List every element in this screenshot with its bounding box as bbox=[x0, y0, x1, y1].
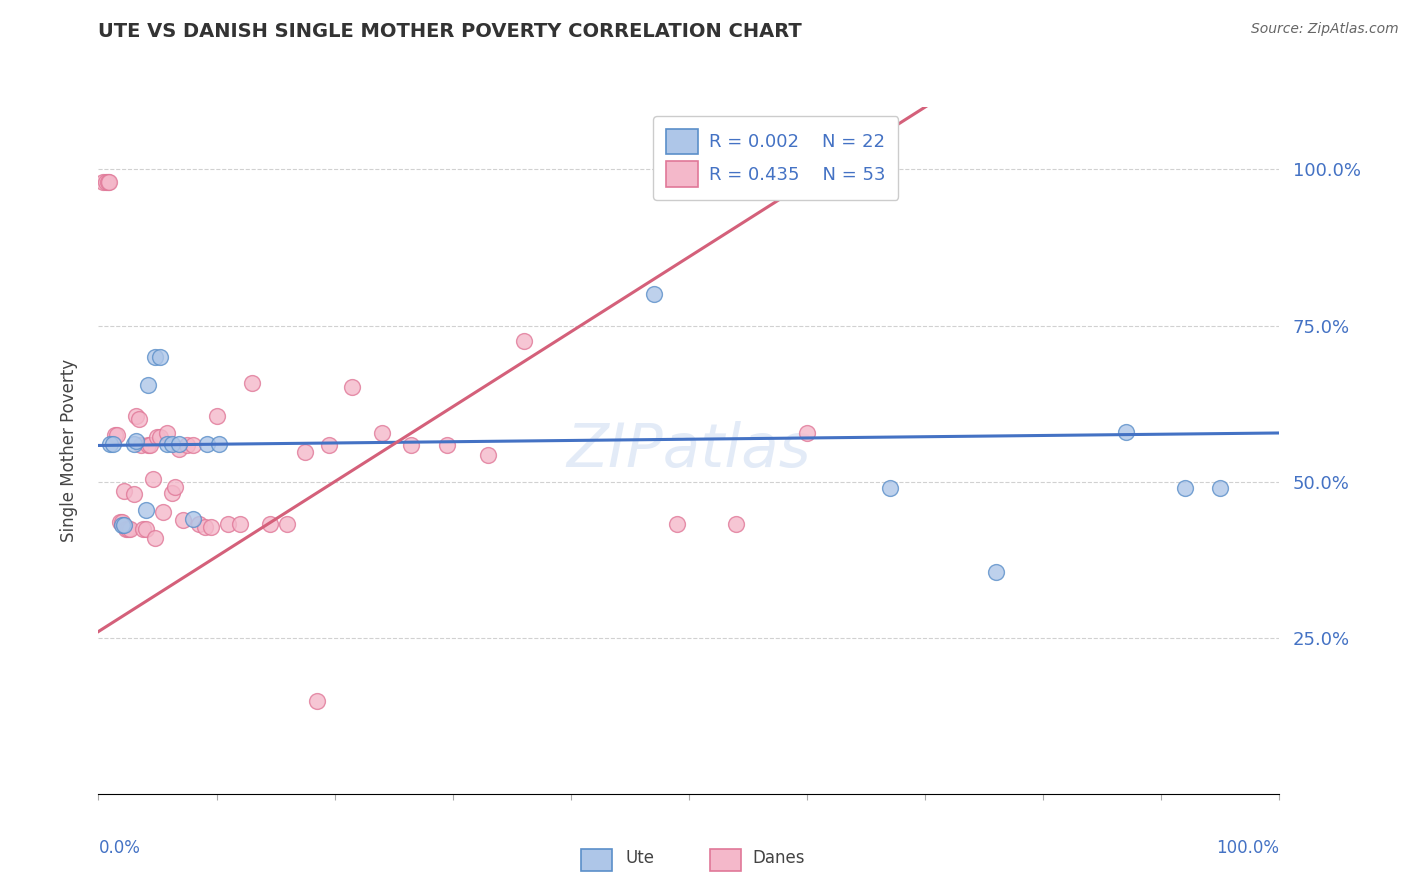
Point bbox=[160, 437, 183, 451]
Text: 100.0%: 100.0% bbox=[1216, 838, 1279, 856]
Point bbox=[305, 694, 328, 708]
Point bbox=[1115, 425, 1137, 439]
Legend: R = 0.002    N = 22, R = 0.435    N = 53: R = 0.002 N = 22, R = 0.435 N = 53 bbox=[654, 116, 898, 200]
Point bbox=[984, 566, 1007, 580]
Point bbox=[111, 516, 134, 530]
Point bbox=[796, 425, 818, 440]
Point bbox=[114, 521, 136, 535]
Point bbox=[181, 512, 204, 526]
Point bbox=[125, 434, 148, 449]
Point bbox=[156, 425, 179, 440]
Point bbox=[143, 350, 166, 364]
Text: UTE VS DANISH SINGLE MOTHER POVERTY CORRELATION CHART: UTE VS DANISH SINGLE MOTHER POVERTY CORR… bbox=[98, 22, 803, 41]
Point bbox=[139, 438, 162, 452]
Point bbox=[259, 517, 281, 532]
Point bbox=[294, 444, 316, 458]
Point bbox=[120, 521, 142, 535]
Point bbox=[217, 517, 239, 532]
Text: 0.0%: 0.0% bbox=[98, 838, 141, 856]
Point bbox=[342, 380, 364, 394]
Point bbox=[167, 437, 190, 451]
Point bbox=[195, 437, 218, 451]
Point bbox=[181, 438, 204, 452]
Point bbox=[167, 442, 190, 457]
Point bbox=[97, 175, 120, 189]
Point bbox=[879, 481, 901, 495]
Point bbox=[156, 437, 179, 451]
Point bbox=[146, 430, 169, 444]
Point bbox=[666, 517, 689, 532]
Point bbox=[276, 517, 298, 532]
Point bbox=[98, 437, 121, 451]
Point bbox=[136, 378, 159, 392]
Point bbox=[91, 175, 114, 189]
Point bbox=[149, 430, 172, 444]
Point bbox=[128, 412, 150, 426]
Point bbox=[172, 513, 194, 527]
Point bbox=[512, 334, 534, 349]
Point bbox=[371, 425, 394, 440]
Point bbox=[1174, 481, 1197, 495]
Point bbox=[98, 175, 121, 189]
Point bbox=[194, 519, 217, 533]
Point bbox=[200, 519, 222, 533]
Point bbox=[122, 437, 145, 451]
Point bbox=[725, 517, 748, 532]
Point bbox=[112, 518, 135, 533]
Point bbox=[643, 287, 665, 301]
Point bbox=[187, 517, 209, 532]
Point bbox=[105, 428, 128, 442]
Point bbox=[318, 438, 340, 452]
Text: ZIPatlas: ZIPatlas bbox=[567, 421, 811, 480]
Point bbox=[136, 438, 159, 452]
Point bbox=[240, 376, 263, 390]
Point bbox=[94, 175, 117, 189]
Point bbox=[132, 521, 155, 535]
Point bbox=[135, 503, 157, 517]
Point bbox=[436, 438, 458, 452]
Point bbox=[142, 471, 165, 485]
Point bbox=[229, 517, 252, 532]
Point bbox=[160, 486, 183, 500]
Text: Danes: Danes bbox=[752, 849, 804, 867]
Point bbox=[122, 487, 145, 501]
Text: Source: ZipAtlas.com: Source: ZipAtlas.com bbox=[1251, 22, 1399, 37]
Point bbox=[477, 449, 499, 463]
Point bbox=[165, 480, 187, 494]
Text: Ute: Ute bbox=[626, 849, 655, 867]
Point bbox=[129, 438, 152, 452]
Point bbox=[208, 437, 231, 451]
Point bbox=[104, 428, 127, 442]
Point bbox=[108, 516, 131, 530]
Point bbox=[112, 483, 135, 498]
Point bbox=[101, 437, 124, 451]
Point bbox=[152, 505, 174, 519]
Y-axis label: Single Mother Poverty: Single Mother Poverty bbox=[59, 359, 77, 542]
Point bbox=[205, 409, 228, 424]
Point bbox=[135, 521, 157, 535]
Point bbox=[149, 350, 172, 364]
Point bbox=[125, 409, 148, 424]
Point bbox=[1209, 481, 1232, 495]
Point bbox=[176, 438, 198, 452]
Point bbox=[143, 531, 166, 545]
Point bbox=[117, 521, 139, 535]
Point bbox=[111, 518, 134, 533]
Point bbox=[401, 438, 423, 452]
